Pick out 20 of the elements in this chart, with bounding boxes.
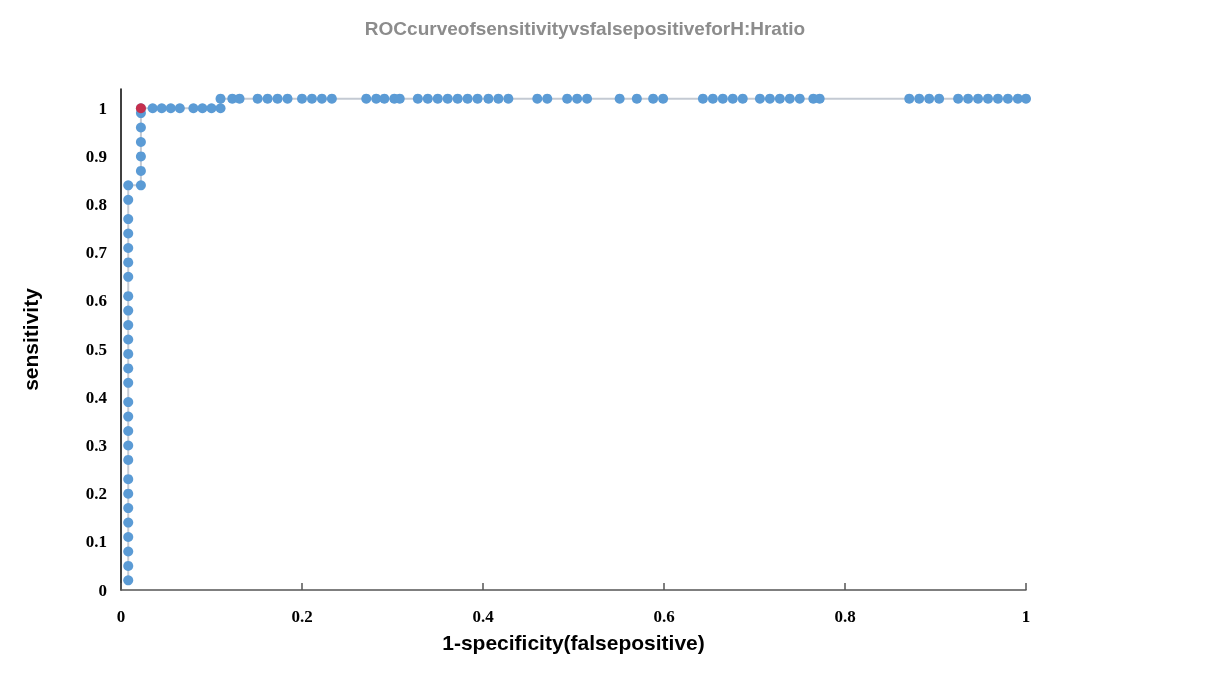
y-tick-label: 0.7 [85, 243, 108, 263]
y-tick-label: 0.1 [85, 532, 107, 552]
y-tick-label: 0.9 [85, 146, 107, 166]
x-tick-label: 0 [116, 607, 126, 626]
y-tick-label: 0.5 [85, 339, 107, 359]
y-axis-title: sensitivity [19, 287, 42, 391]
x-tick-label: 1 [1021, 607, 1031, 626]
y-tick-label: 0.2 [85, 484, 107, 504]
y-tick-label: 1 [98, 98, 107, 118]
y-tick-label: 0.3 [85, 435, 107, 455]
y-tick-label: 0 [98, 580, 107, 600]
y-tick-label: 0.6 [85, 291, 107, 311]
x-axis-title: 1-specificity(falsepositive) [442, 631, 705, 654]
chart-title: ROCcurveofsensitivityvsfalsepositiveforH:Hratio [364, 18, 806, 39]
y-tick-label: 0.4 [85, 387, 108, 407]
x-tick-label: 0.4 [472, 607, 495, 626]
x-tick-label: 0.6 [653, 607, 675, 626]
x-tick-label: 0.8 [834, 607, 856, 626]
x-tick-label: 0.2 [291, 607, 313, 626]
y-tick-label: 0.8 [85, 195, 107, 215]
